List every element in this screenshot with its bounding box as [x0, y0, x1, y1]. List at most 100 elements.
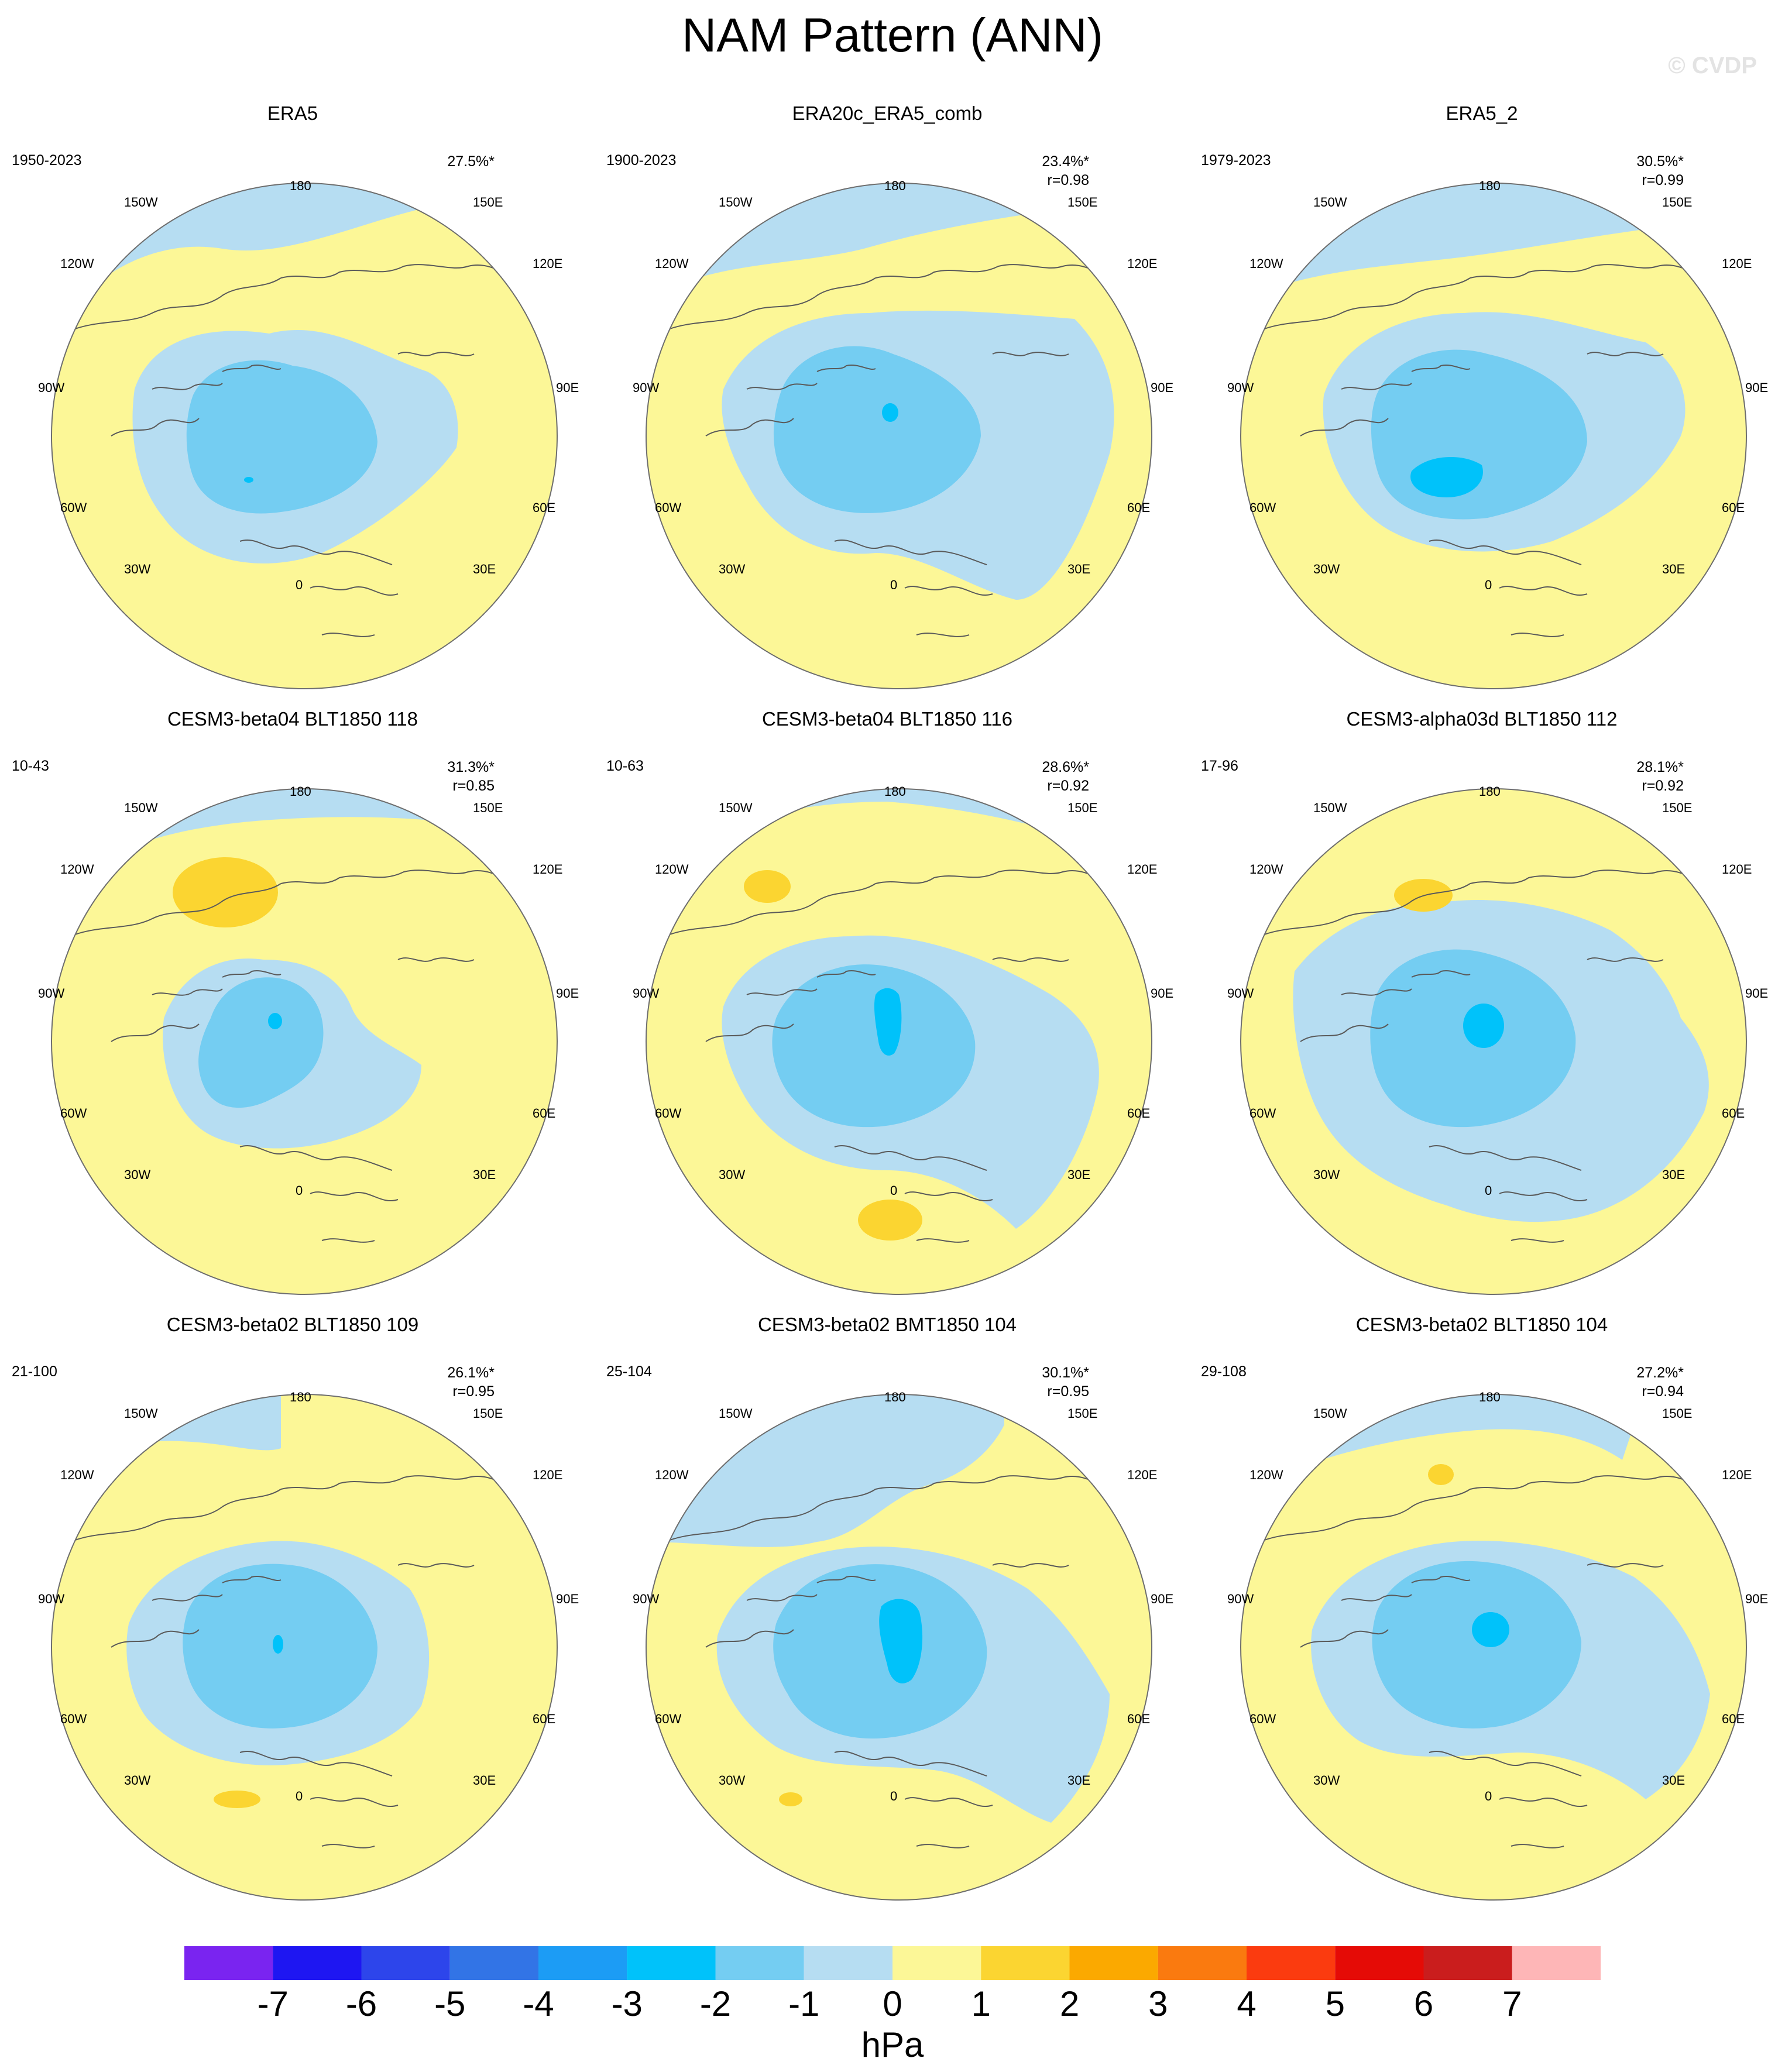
colorbar-tick-label: 0: [883, 1984, 902, 2023]
coastline: [834, 540, 987, 565]
longitude-label: 90E: [1745, 380, 1769, 395]
coastline: [705, 418, 794, 437]
colorbar-swatch: [1158, 1946, 1247, 1980]
longitude-label: 60E: [533, 500, 556, 515]
longitude-label: 90E: [1745, 1592, 1769, 1606]
map-panel: ERA20c_ERA5_comb 1900-2023 23.4%* r=0.98 180…: [595, 102, 1180, 705]
longitude-label: 150W: [1313, 195, 1347, 209]
panel-title: CESM3-beta02 BLT1850 104: [1355, 1314, 1608, 1335]
colorbar-swatch: [1069, 1946, 1158, 1980]
units-label: hPa: [861, 2025, 924, 2064]
longitude-label: 120E: [1127, 256, 1158, 271]
polar-map: [51, 183, 558, 689]
coastline: [904, 586, 993, 596]
longitude-label: 90W: [633, 380, 660, 395]
panel-title: ERA20c_ERA5_comb: [792, 102, 983, 124]
coastline: [1511, 633, 1564, 637]
longitude-label: 90E: [556, 1592, 579, 1606]
coastline: [834, 1145, 987, 1171]
panel-title: CESM3-beta02 BLT1850 109: [166, 1314, 419, 1335]
coastline: [1429, 1145, 1582, 1171]
map-boundary: [1240, 788, 1747, 1295]
longitude-label: 60E: [1722, 1712, 1745, 1726]
coastline: [152, 1594, 223, 1602]
longitude-label: 180: [1479, 784, 1501, 799]
longitude-label: 30W: [124, 1167, 151, 1182]
coastline: [875, 870, 1122, 890]
longitude-label: 30E: [1067, 562, 1091, 576]
longitude-label: 0: [296, 1789, 303, 1803]
negative-anomaly-region: [273, 1635, 283, 1654]
coastline: [1499, 586, 1588, 596]
longitude-label: 90W: [38, 380, 65, 395]
longitude-label: 30E: [1067, 1773, 1091, 1788]
variance-explained: 27.2%*: [1636, 1365, 1684, 1381]
coastline: [239, 540, 393, 565]
coastline: [664, 277, 876, 331]
coastline: [816, 1575, 876, 1583]
longitude-label: 150W: [719, 800, 753, 815]
coastline: [834, 1751, 987, 1777]
positive-anomaly-region: [858, 1200, 922, 1241]
negative-anomaly-region: [772, 964, 976, 1128]
longitude-label: 30W: [1313, 1167, 1340, 1182]
map-panel: CESM3-beta02 BMT1850 104 25-104 30.1%* r=0.…: [595, 1314, 1180, 1916]
coastline: [152, 383, 223, 390]
longitude-label: 180: [290, 1390, 311, 1404]
positive-anomaly-region: [779, 1792, 802, 1806]
coastline: [70, 277, 282, 331]
panel-stats: 30.5%* r=0.99: [1636, 152, 1684, 190]
negative-anomaly-region: [773, 346, 981, 513]
pattern-correlation: r=0.99: [1642, 172, 1684, 188]
longitude-label: 60E: [1127, 1106, 1151, 1121]
colorbar-tick-label: 4: [1237, 1984, 1257, 2023]
longitude-label: 30W: [1313, 562, 1340, 576]
map-panel: CESM3-alpha03d BLT1850 112 17-96 28.1%* r=0…: [1189, 708, 1774, 1311]
coastline: [1511, 1238, 1564, 1243]
longitude-label: 120W: [655, 1468, 689, 1482]
colorbar-swatch: [1335, 1946, 1424, 1980]
negative-anomaly-region: [198, 977, 324, 1108]
colorbar-labels: -7 -6 -5 -4 -3 -2 -1 0 1 2 3 4 5 6 7: [0, 1984, 1785, 2030]
variance-explained: 28.1%*: [1636, 759, 1684, 775]
longitude-label: 30E: [1662, 1167, 1686, 1182]
variance-explained: 31.3%*: [447, 759, 495, 775]
colorbar-tick-label: -4: [523, 1984, 554, 2023]
coastline: [1411, 1575, 1471, 1583]
longitude-label: 60W: [1250, 500, 1276, 515]
polar-map: [646, 1394, 1152, 1901]
longitude-label: 30W: [124, 1773, 151, 1788]
longitude-label: 0: [296, 578, 303, 592]
longitude-label: 60E: [1722, 500, 1745, 515]
colorbar-tick-label: -3: [611, 1984, 643, 2023]
coastline: [1511, 1844, 1564, 1848]
coastline: [746, 1594, 818, 1602]
panel-stats: 27.5%*: [447, 152, 495, 171]
coastline: [1341, 1594, 1412, 1602]
map-boundary: [51, 1394, 558, 1901]
longitude-label: 0: [296, 1183, 303, 1198]
coastline: [1259, 1489, 1471, 1542]
coastline: [280, 870, 527, 890]
coastline: [310, 586, 399, 596]
colorbar-swatch: [449, 1946, 538, 1980]
colorbar: [184, 1946, 1601, 1980]
colorbar-tick-label: -6: [345, 1984, 377, 2023]
colorbar-tick-label: 7: [1502, 1984, 1522, 2023]
longitude-label: 90E: [1151, 986, 1174, 1001]
coastline: [746, 383, 818, 390]
positive-anomaly-region: [1428, 1464, 1454, 1485]
coastline: [1300, 1629, 1389, 1648]
panel-stats: 28.1%* r=0.92: [1636, 758, 1684, 795]
colorbar-tick-label: -2: [699, 1984, 732, 2023]
negative-anomaly-region: [244, 477, 253, 483]
negative-anomaly-region: [1372, 1561, 1581, 1729]
longitude-label: 120W: [1250, 862, 1283, 877]
coastline: [310, 1797, 399, 1807]
longitude-label: 90W: [1227, 380, 1254, 395]
panel-stats: 26.1%* r=0.95: [447, 1363, 495, 1401]
coastline: [397, 957, 475, 962]
colorbar-swatch: [538, 1946, 627, 1980]
polar-map: [1240, 1394, 1747, 1901]
panel-period: 10-43: [12, 758, 49, 774]
